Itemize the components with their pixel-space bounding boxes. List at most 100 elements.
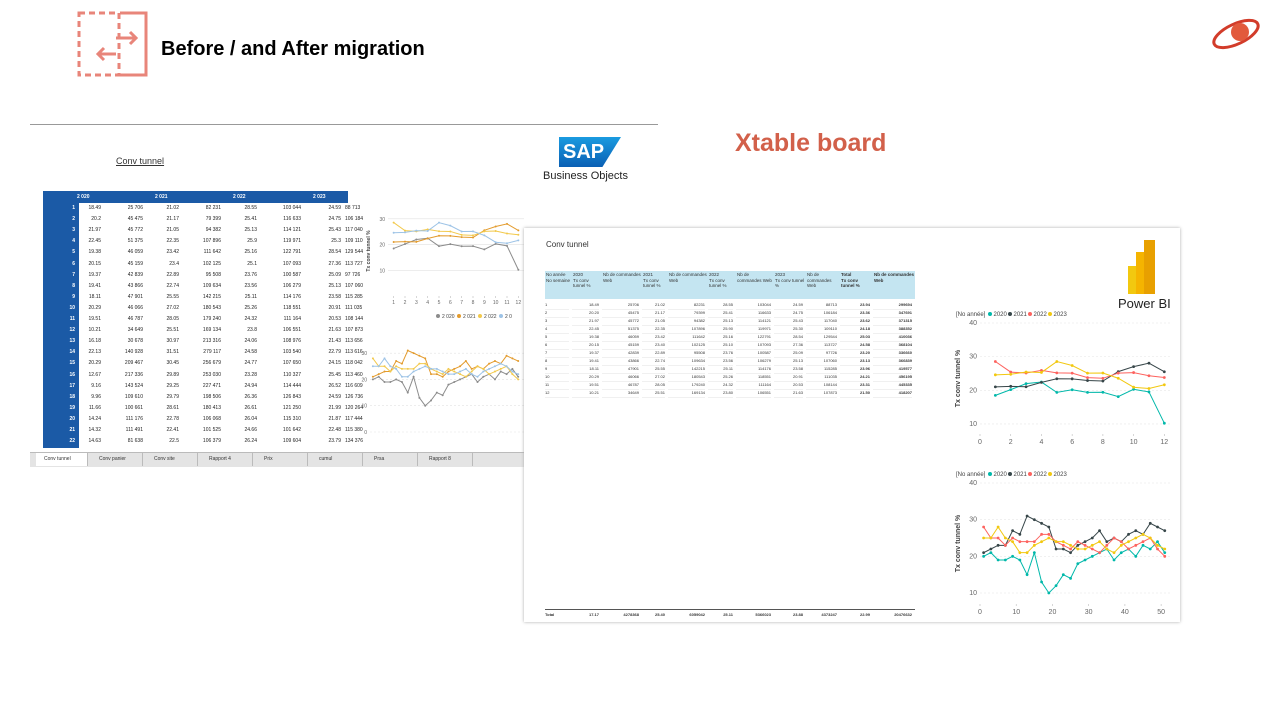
series-point [993, 385, 997, 389]
sheet-tabs: Conv tunnel Conv panier Conv site Rapport 4… [30, 452, 525, 467]
table-cell: 23.76 [244, 271, 257, 278]
y-tick-label: 40 [969, 320, 977, 327]
series-point [982, 536, 986, 540]
series-point [441, 370, 444, 373]
series-point [1112, 536, 1116, 540]
series-point [459, 378, 462, 381]
series-point [483, 230, 486, 233]
table-cell: 388352 [873, 325, 912, 334]
series-point [1040, 540, 1043, 544]
row-index: 13 [69, 338, 75, 345]
total-line [545, 609, 915, 610]
table-cell: 45772 [602, 317, 639, 326]
series-point [418, 367, 421, 370]
table-cell: 22.41 [166, 427, 179, 433]
table-cell: 106 379 [202, 438, 221, 445]
table-cell: 101 525 [202, 427, 221, 433]
table-header [545, 271, 915, 299]
company-logo [1212, 18, 1260, 50]
series-point [476, 365, 479, 368]
y-tick-label: 10 [379, 268, 385, 274]
row-index: 14 [69, 349, 75, 356]
table-cell: 21.43 [328, 338, 341, 345]
column-header: 2022 Tx conv tunnel % [709, 272, 735, 289]
series-point [1101, 376, 1105, 380]
table-cell: 29.25 [166, 382, 179, 389]
table-cell: 109634 [668, 357, 705, 366]
table-cell: 26.52 [328, 382, 341, 389]
row-index: 10 [69, 304, 75, 311]
series-point [1040, 380, 1043, 384]
series-point [1148, 547, 1152, 551]
powerbi-logo: Power BI [1116, 240, 1180, 312]
column-header: 2021 Tx conv tunnel % [643, 272, 667, 289]
series-point [472, 234, 474, 237]
column-header: 2023 Tx conv tunnel % [775, 272, 805, 289]
column-year: No année [546, 272, 566, 277]
table-cell: 25.16 [244, 249, 257, 256]
series-point [1147, 390, 1151, 394]
after-table: No année No semaine 2020 Tx conv tunnel % Nb… [545, 271, 915, 621]
table-cell: 100587 [736, 349, 771, 358]
table-cell: 94382 [668, 317, 705, 326]
table-cell: 121 250 [282, 404, 301, 411]
series-point [494, 241, 497, 244]
series-point [464, 375, 467, 378]
table-cell: 115285 [806, 365, 837, 374]
series-point [482, 367, 485, 370]
series-point [1070, 377, 1074, 381]
series-point [1141, 532, 1145, 536]
series-point [1083, 543, 1087, 547]
row-index: 6 [72, 260, 75, 267]
table-cell: 25.11 [244, 293, 257, 300]
total-cell: 4373247 [821, 612, 837, 617]
table-cell: 88 713 [345, 205, 361, 211]
series-point [1070, 388, 1074, 392]
y-tick-label: 20 [379, 243, 385, 249]
series-point [1132, 385, 1135, 389]
legend-label: 2023 [1054, 312, 1068, 318]
legend-swatch [1028, 312, 1032, 316]
table-cell: 16.18 [88, 338, 101, 345]
legend-swatch [499, 314, 503, 318]
table-cell: 28.05 [166, 316, 179, 322]
series-point [392, 231, 395, 234]
series-point [511, 373, 514, 376]
table-cell: 11 [545, 381, 569, 390]
series-point [1018, 551, 1022, 555]
table-cell: 418207 [873, 389, 912, 398]
row-index: 21 [69, 427, 75, 433]
table-cell: 25.09 [328, 271, 341, 278]
column-label: No semaine [546, 277, 571, 283]
table-cell: 22.13 [88, 349, 101, 356]
table-cell: 20.91 [328, 304, 341, 311]
table-cell: 18.11 [572, 365, 599, 374]
table-cell: 25.55 [166, 293, 179, 300]
table-cell: 111 035 [345, 304, 363, 311]
y-tick-label: 20 [361, 377, 367, 383]
table-cell: 107 060 [345, 282, 364, 289]
table-cell: 25.55 [642, 365, 665, 374]
series-point [1162, 383, 1166, 387]
x-tick-label: 8 [472, 300, 475, 306]
series-point [1098, 529, 1101, 533]
total-cell: 5366023 [755, 612, 771, 617]
series-point [1025, 551, 1029, 555]
series-point [1024, 385, 1028, 389]
x-tick-label: 10 [1012, 609, 1020, 616]
series-point [1040, 521, 1043, 525]
table-cell: 134 376 [345, 438, 364, 445]
series-point [447, 367, 450, 370]
table-cell: 114 444 [283, 382, 301, 389]
total-cell: 20476632 [894, 612, 912, 617]
table-cell: 23.8 [247, 327, 257, 334]
table-cell: 47901 [602, 365, 639, 374]
series-line [372, 368, 519, 407]
table-cell: 46 059 [127, 249, 143, 256]
series-point [1018, 532, 1022, 536]
sheet-tab: Rapport 4 [201, 453, 253, 466]
table-cell: 108 976 [282, 338, 301, 345]
table-cell: 22.78 [166, 415, 179, 422]
table-cell: 142 215 [202, 293, 221, 300]
table-cell: 25.90 [708, 325, 733, 334]
